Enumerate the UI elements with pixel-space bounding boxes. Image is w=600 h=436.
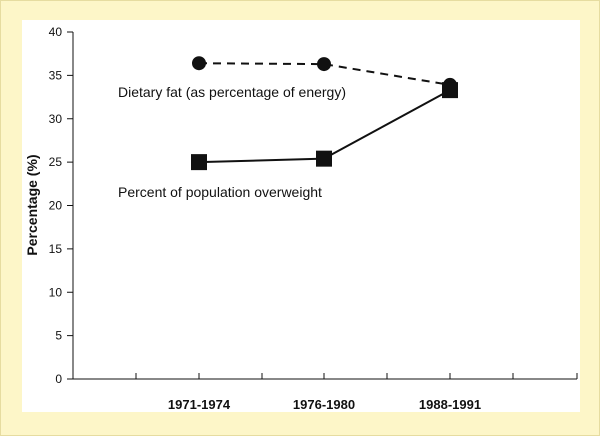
x-category-label-1988-1991: 1988-1991 [419,397,481,412]
y-tick-label-0: 0 [55,372,62,386]
point-dietary-fat-1976-1980 [317,57,331,72]
axes: 0 5 10 15 20 25 30 35 40 1971-1974 1976-1980 1988-1… [49,25,578,412]
x-category-label-1976-1980: 1976-1980 [293,397,355,412]
annotation-overweight: Percent of population overweight [118,184,322,200]
y-tick-label-35: 35 [49,68,63,82]
series-line-dietary-fat [198,62,451,86]
x-category-label-1971-1974: 1971-1974 [168,397,231,412]
series-layer [191,56,458,171]
y-tick-label-20: 20 [49,199,63,213]
y-tick-label-10: 10 [49,285,63,299]
point-overweight-1971-1974 [191,154,207,171]
point-dietary-fat-1971-1974 [192,56,206,71]
annotation-dietary-fat: Dietary fat (as percentage of energy) [118,84,346,100]
point-overweight-1988-1991 [442,82,458,99]
y-tick-label-25: 25 [49,155,63,169]
y-tick-label-15: 15 [49,242,63,256]
labels-layer: Percentage (%) Dietary fat (as percentag… [24,84,346,256]
y-tick-label-30: 30 [49,112,63,126]
y-tick-label-5: 5 [55,329,62,343]
chart-panel [22,20,580,412]
point-overweight-1976-1980 [316,150,332,167]
y-axis-label: Percentage (%) [24,154,40,255]
y-tick-label-40: 40 [49,25,63,39]
